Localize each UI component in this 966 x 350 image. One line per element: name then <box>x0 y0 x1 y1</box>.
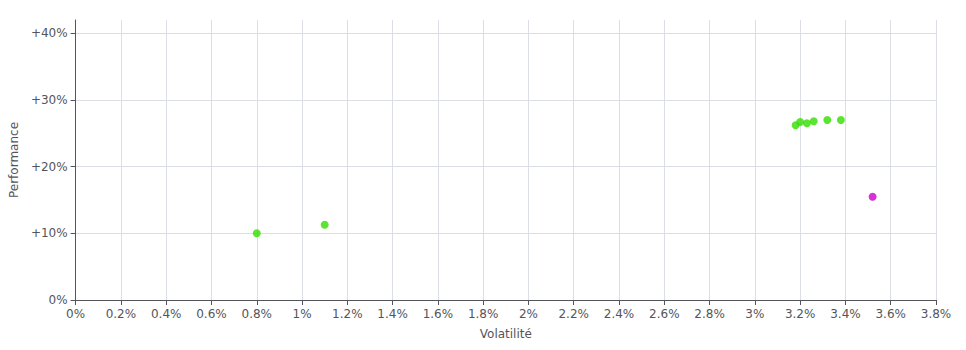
svg-text:2.2%: 2.2% <box>558 307 589 321</box>
svg-text:0.6%: 0.6% <box>196 307 227 321</box>
svg-text:2.8%: 2.8% <box>694 307 725 321</box>
svg-text:0.8%: 0.8% <box>242 307 273 321</box>
svg-text:3.2%: 3.2% <box>785 307 816 321</box>
svg-text:1.2%: 1.2% <box>332 307 363 321</box>
svg-text:1.4%: 1.4% <box>377 307 408 321</box>
svg-text:2.6%: 2.6% <box>649 307 680 321</box>
svg-text:+10%: +10% <box>31 226 68 240</box>
svg-text:2%: 2% <box>519 307 538 321</box>
svg-text:3.4%: 3.4% <box>830 307 861 321</box>
svg-text:Performance: Performance <box>7 122 21 198</box>
svg-text:0%: 0% <box>66 307 85 321</box>
svg-text:Volatilité: Volatilité <box>480 327 532 341</box>
svg-text:3.8%: 3.8% <box>921 307 952 321</box>
svg-text:0.4%: 0.4% <box>151 307 182 321</box>
svg-text:+30%: +30% <box>31 93 68 107</box>
svg-text:1%: 1% <box>293 307 312 321</box>
svg-text:3.6%: 3.6% <box>875 307 906 321</box>
svg-text:1.8%: 1.8% <box>468 307 499 321</box>
svg-text:+40%: +40% <box>31 26 68 40</box>
svg-text:+20%: +20% <box>31 160 68 174</box>
svg-text:0.2%: 0.2% <box>106 307 136 321</box>
svg-text:2.4%: 2.4% <box>604 307 635 321</box>
svg-text:3%: 3% <box>745 307 764 321</box>
svg-text:1.6%: 1.6% <box>423 307 454 321</box>
svg-text:0%: 0% <box>49 293 68 307</box>
